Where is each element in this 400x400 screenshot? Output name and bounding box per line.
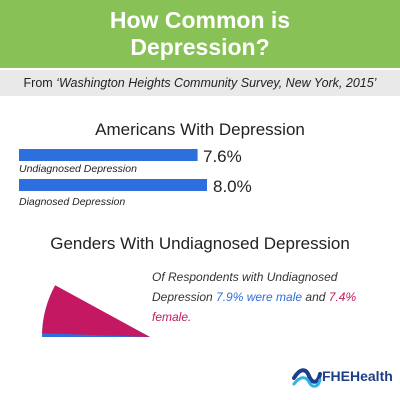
bar-category-label-diagnosed: Diagnosed Depression: [19, 196, 126, 208]
note-text-2: and: [302, 290, 329, 304]
pie-slice-female: [42, 285, 150, 337]
pie-note: Of Respondents with Undiagnosed Depressi…: [152, 267, 392, 327]
note-text-1: Of Respondents with Undiagnosed Depressi…: [152, 270, 338, 304]
wave-logo-icon: [292, 368, 322, 388]
page-title: How Common is Depression?: [0, 7, 400, 61]
bar-chart: [19, 149, 207, 191]
title-line-1: How Common is: [109, 7, 291, 33]
source-text: From ‘Washington Heights Community Surve…: [0, 76, 400, 90]
bar-value-label-undiagnosed: 7.6%: [203, 147, 242, 166]
pie-chart: [42, 285, 150, 337]
logo-text: FHEHealth: [322, 368, 393, 384]
source-prefix: From: [23, 76, 57, 90]
note-male-pct: 7.9% were male: [216, 290, 303, 304]
bar-undiagnosed: [19, 149, 198, 161]
source-citation: ‘Washington Heights Community Survey, Ne…: [56, 76, 377, 90]
header-banner: [0, 0, 400, 68]
title-line-2: Depression?: [130, 34, 270, 60]
bar-chart-title: Americans With Depression: [95, 120, 305, 139]
pie-chart-title: Genders With Undiagnosed Depression: [50, 234, 350, 253]
source-banner: [0, 70, 400, 96]
bar-diagnosed: [19, 179, 207, 191]
note-female-pct: 7.4% female.: [152, 290, 357, 324]
bar-value-label-diagnosed: 8.0%: [213, 177, 252, 196]
bar-category-label-undiagnosed: Undiagnosed Depression: [19, 163, 137, 175]
